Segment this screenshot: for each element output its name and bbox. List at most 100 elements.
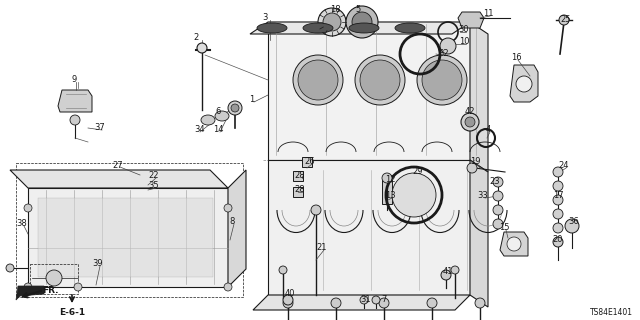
Circle shape <box>74 283 82 291</box>
Text: 21: 21 <box>317 244 327 252</box>
Polygon shape <box>10 170 228 188</box>
Ellipse shape <box>303 23 333 33</box>
Circle shape <box>224 204 232 212</box>
Circle shape <box>197 43 207 53</box>
Text: 32: 32 <box>438 50 449 59</box>
Text: 10: 10 <box>459 37 469 46</box>
Circle shape <box>6 264 14 272</box>
Circle shape <box>323 13 341 31</box>
Text: 27: 27 <box>113 161 124 170</box>
Circle shape <box>298 60 338 100</box>
Ellipse shape <box>257 23 287 33</box>
Text: 29: 29 <box>413 167 423 177</box>
Text: 39: 39 <box>93 260 103 268</box>
Circle shape <box>224 283 232 291</box>
Polygon shape <box>28 188 228 287</box>
Text: 24: 24 <box>559 162 569 171</box>
Circle shape <box>392 173 436 217</box>
Circle shape <box>467 163 477 173</box>
Circle shape <box>493 205 503 215</box>
Text: 9: 9 <box>72 76 77 84</box>
Text: 16: 16 <box>511 53 522 62</box>
Text: 12: 12 <box>385 175 396 185</box>
Circle shape <box>553 195 563 205</box>
Text: 11: 11 <box>483 10 493 19</box>
Polygon shape <box>382 180 392 204</box>
Circle shape <box>346 6 378 38</box>
Circle shape <box>493 177 503 187</box>
Text: 22: 22 <box>148 172 159 180</box>
Polygon shape <box>458 12 484 28</box>
Text: 20: 20 <box>553 236 563 244</box>
Circle shape <box>507 237 521 251</box>
Text: 26: 26 <box>305 157 316 166</box>
Circle shape <box>553 181 563 191</box>
Circle shape <box>228 101 242 115</box>
Circle shape <box>372 296 380 304</box>
Circle shape <box>516 76 532 92</box>
Polygon shape <box>302 157 312 167</box>
Text: 38: 38 <box>17 220 28 228</box>
Circle shape <box>461 113 479 131</box>
Polygon shape <box>16 286 44 300</box>
Text: 36: 36 <box>568 218 579 227</box>
Circle shape <box>553 209 563 219</box>
Ellipse shape <box>215 111 229 121</box>
Polygon shape <box>253 295 470 310</box>
Circle shape <box>451 266 459 274</box>
Text: 28: 28 <box>294 186 305 195</box>
Polygon shape <box>470 22 488 172</box>
Text: 42: 42 <box>465 108 476 116</box>
Polygon shape <box>58 90 92 112</box>
Text: 19: 19 <box>470 157 480 166</box>
Text: 31: 31 <box>361 295 371 305</box>
Circle shape <box>553 223 563 233</box>
Circle shape <box>331 298 341 308</box>
Circle shape <box>379 298 389 308</box>
Text: 41: 41 <box>443 268 453 276</box>
Text: 7: 7 <box>381 295 387 305</box>
Text: 15: 15 <box>499 223 509 233</box>
Circle shape <box>559 15 569 25</box>
Circle shape <box>24 204 32 212</box>
Circle shape <box>360 296 368 304</box>
Polygon shape <box>250 22 470 34</box>
Circle shape <box>283 295 293 305</box>
Text: 35: 35 <box>148 181 159 190</box>
Ellipse shape <box>395 23 425 33</box>
Circle shape <box>441 270 451 280</box>
Circle shape <box>279 266 287 274</box>
Polygon shape <box>500 232 528 256</box>
Circle shape <box>465 117 475 127</box>
Text: 1: 1 <box>250 95 255 105</box>
Circle shape <box>417 55 467 105</box>
Circle shape <box>311 205 321 215</box>
Circle shape <box>475 298 485 308</box>
Text: E-6-1: E-6-1 <box>59 308 85 317</box>
Circle shape <box>493 219 503 229</box>
Text: 17: 17 <box>553 191 563 201</box>
Text: 33: 33 <box>477 191 488 201</box>
Text: 23: 23 <box>490 178 500 187</box>
Text: FR.: FR. <box>42 286 58 295</box>
Polygon shape <box>268 160 470 295</box>
Text: 6: 6 <box>215 108 221 116</box>
Circle shape <box>352 12 372 32</box>
Circle shape <box>382 173 392 183</box>
Ellipse shape <box>349 23 379 33</box>
Polygon shape <box>228 170 246 287</box>
Text: 8: 8 <box>229 218 235 227</box>
Polygon shape <box>470 160 488 307</box>
Circle shape <box>422 60 462 100</box>
Circle shape <box>318 8 346 36</box>
Text: 25: 25 <box>561 15 572 25</box>
Text: 28: 28 <box>294 172 305 180</box>
Text: 2: 2 <box>193 34 198 43</box>
Circle shape <box>565 219 579 233</box>
Polygon shape <box>38 198 213 277</box>
Text: 34: 34 <box>195 125 205 134</box>
Circle shape <box>427 298 437 308</box>
Circle shape <box>231 104 239 112</box>
Polygon shape <box>510 65 538 102</box>
Circle shape <box>553 167 563 177</box>
